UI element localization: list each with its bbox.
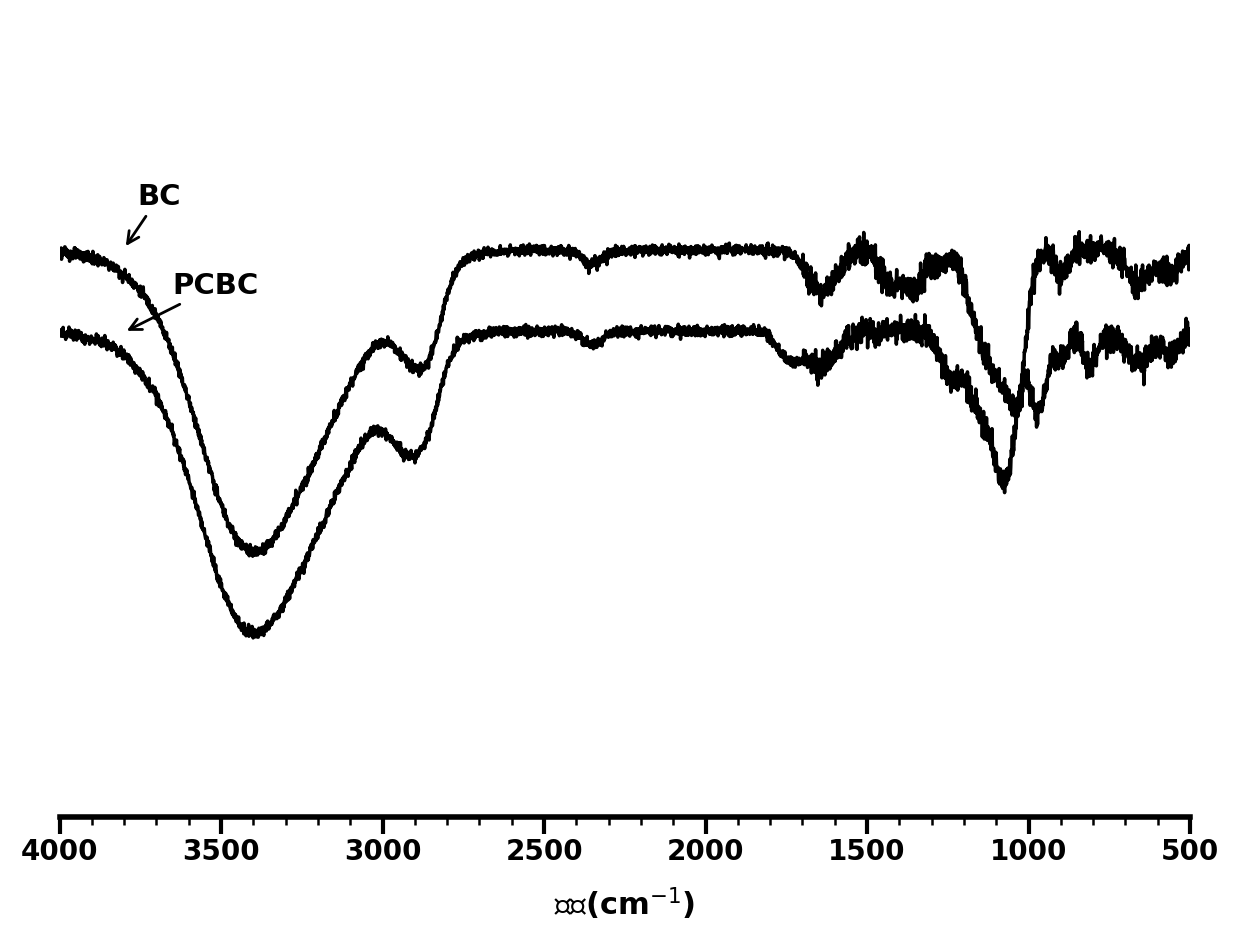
X-axis label: 波数(cm$^{-1}$): 波数(cm$^{-1}$) [554,885,696,922]
Text: PCBC: PCBC [129,273,259,329]
Text: BC: BC [128,183,181,243]
